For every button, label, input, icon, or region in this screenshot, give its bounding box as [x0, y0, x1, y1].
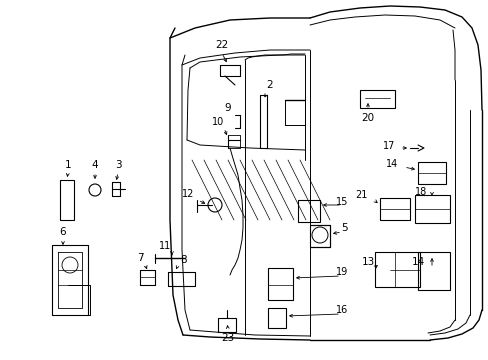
Text: 7: 7 — [137, 253, 143, 263]
Bar — [309, 225, 329, 247]
Text: 21: 21 — [355, 190, 367, 200]
Text: 14: 14 — [385, 159, 397, 169]
Bar — [218, 318, 236, 332]
Bar — [414, 195, 449, 223]
Text: 19: 19 — [335, 267, 347, 277]
Bar — [297, 200, 319, 222]
Text: 3: 3 — [115, 160, 121, 170]
Text: 14: 14 — [410, 257, 424, 267]
Text: 20: 20 — [361, 113, 374, 123]
Text: 12: 12 — [182, 189, 194, 199]
Text: 9: 9 — [224, 103, 231, 113]
Text: 11: 11 — [159, 241, 171, 251]
Text: 10: 10 — [211, 117, 224, 127]
Text: 18: 18 — [414, 187, 427, 197]
Bar — [379, 198, 409, 220]
Bar — [417, 162, 445, 184]
Text: 2: 2 — [266, 80, 273, 90]
Text: 16: 16 — [335, 305, 347, 315]
Text: 17: 17 — [382, 141, 394, 151]
Text: 5: 5 — [341, 223, 347, 233]
Text: 8: 8 — [181, 255, 187, 265]
Bar — [374, 252, 419, 287]
Text: 13: 13 — [361, 257, 374, 267]
Bar — [359, 90, 394, 108]
Bar — [267, 308, 285, 328]
Text: 4: 4 — [92, 160, 98, 170]
Text: 23: 23 — [221, 333, 234, 343]
Bar — [60, 180, 74, 220]
Text: 15: 15 — [335, 197, 347, 207]
Text: 1: 1 — [64, 160, 71, 170]
Bar — [267, 268, 292, 300]
Bar — [417, 252, 449, 290]
Text: 22: 22 — [215, 40, 228, 50]
Text: 6: 6 — [60, 227, 66, 237]
